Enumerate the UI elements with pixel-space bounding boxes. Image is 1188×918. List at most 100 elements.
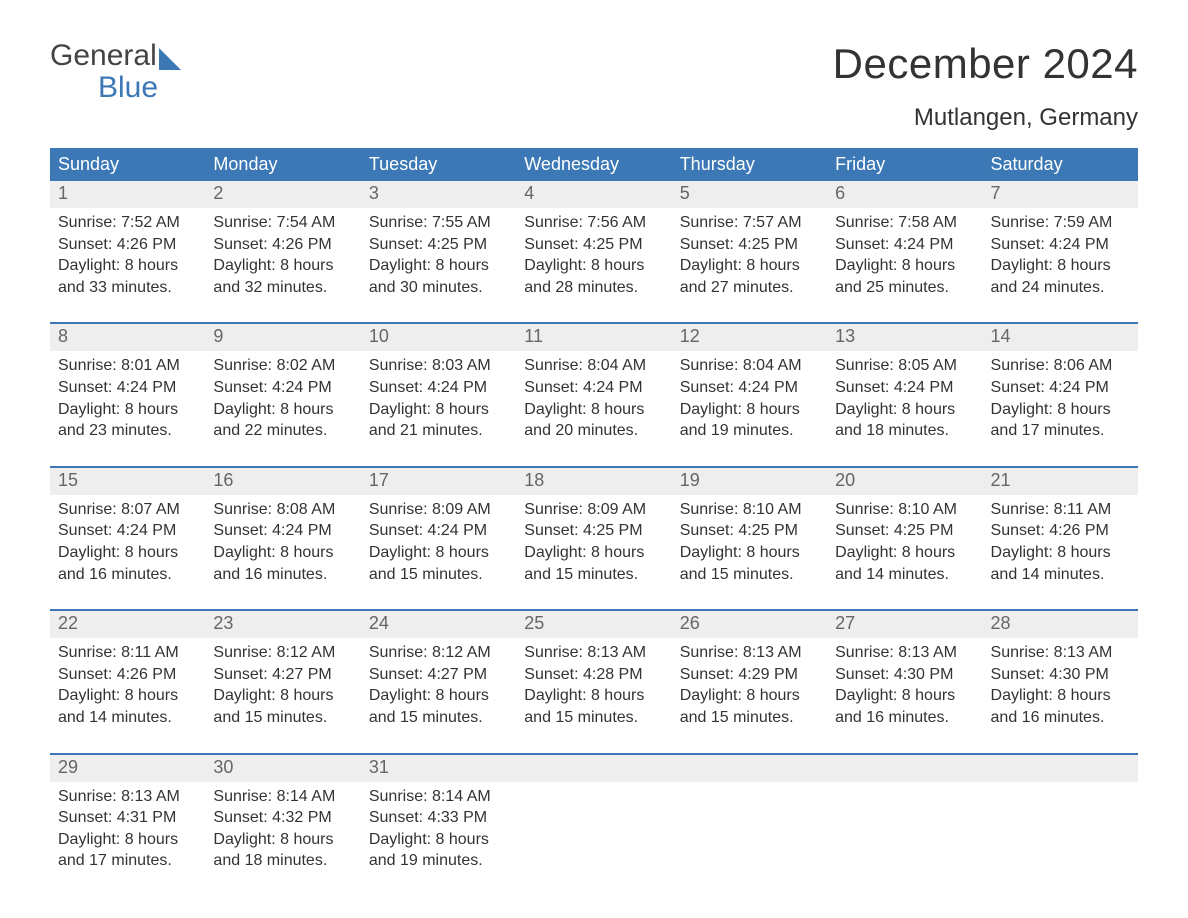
daylight-text: and 14 minutes. <box>58 707 197 729</box>
day-cell: Sunrise: 8:12 AMSunset: 4:27 PMDaylight:… <box>205 638 360 728</box>
sunset-text: Sunset: 4:25 PM <box>680 234 819 256</box>
sunset-text: Sunset: 4:27 PM <box>369 664 508 686</box>
day-number: 19 <box>672 468 827 495</box>
daylight-text: and 22 minutes. <box>213 420 352 442</box>
daylight-text: Daylight: 8 hours <box>835 685 974 707</box>
sunset-text: Sunset: 4:30 PM <box>835 664 974 686</box>
daylight-text: Daylight: 8 hours <box>991 542 1130 564</box>
day-cell: Sunrise: 8:13 AMSunset: 4:29 PMDaylight:… <box>672 638 827 728</box>
brand-logo: General Blue <box>50 40 181 103</box>
daylight-text: and 20 minutes. <box>524 420 663 442</box>
sunrise-text: Sunrise: 8:13 AM <box>991 642 1130 664</box>
daylight-text: Daylight: 8 hours <box>991 255 1130 277</box>
day-cell <box>983 782 1138 872</box>
day-number-row: 22232425262728 <box>50 611 1138 638</box>
daylight-text: Daylight: 8 hours <box>835 542 974 564</box>
sunrise-text: Sunrise: 7:56 AM <box>524 212 663 234</box>
day-number <box>516 755 671 782</box>
daylight-text: and 14 minutes. <box>991 564 1130 586</box>
daylight-text: and 15 minutes. <box>524 707 663 729</box>
page-header: General Blue December 2024 Mutlangen, Ge… <box>50 40 1138 140</box>
day-cell: Sunrise: 8:11 AMSunset: 4:26 PMDaylight:… <box>983 495 1138 585</box>
sunrise-text: Sunrise: 8:09 AM <box>369 499 508 521</box>
sunrise-text: Sunrise: 8:06 AM <box>991 355 1130 377</box>
brand-top-text: General <box>50 40 157 72</box>
daylight-text: and 16 minutes. <box>213 564 352 586</box>
day-number: 15 <box>50 468 205 495</box>
daylight-text: Daylight: 8 hours <box>369 255 508 277</box>
sunrise-text: Sunrise: 8:13 AM <box>680 642 819 664</box>
day-number: 5 <box>672 181 827 208</box>
sunset-text: Sunset: 4:27 PM <box>213 664 352 686</box>
weekday-header: Friday <box>827 148 982 181</box>
sunrise-text: Sunrise: 7:52 AM <box>58 212 197 234</box>
day-cell: Sunrise: 8:08 AMSunset: 4:24 PMDaylight:… <box>205 495 360 585</box>
day-cell: Sunrise: 8:03 AMSunset: 4:24 PMDaylight:… <box>361 351 516 441</box>
daylight-text: Daylight: 8 hours <box>524 685 663 707</box>
day-number: 18 <box>516 468 671 495</box>
day-cell <box>827 782 982 872</box>
sunrise-text: Sunrise: 8:12 AM <box>213 642 352 664</box>
sunrise-text: Sunrise: 8:07 AM <box>58 499 197 521</box>
daylight-text: Daylight: 8 hours <box>213 255 352 277</box>
daylight-text: Daylight: 8 hours <box>369 399 508 421</box>
sunrise-text: Sunrise: 8:14 AM <box>369 786 508 808</box>
day-cell: Sunrise: 8:02 AMSunset: 4:24 PMDaylight:… <box>205 351 360 441</box>
weekday-header: Wednesday <box>516 148 671 181</box>
sunrise-text: Sunrise: 8:13 AM <box>524 642 663 664</box>
sunrise-text: Sunrise: 8:04 AM <box>680 355 819 377</box>
day-number: 10 <box>361 324 516 351</box>
day-number: 24 <box>361 611 516 638</box>
day-cell: Sunrise: 8:09 AMSunset: 4:24 PMDaylight:… <box>361 495 516 585</box>
day-number: 29 <box>50 755 205 782</box>
daylight-text: and 33 minutes. <box>58 277 197 299</box>
sunset-text: Sunset: 4:25 PM <box>680 520 819 542</box>
sunset-text: Sunset: 4:24 PM <box>524 377 663 399</box>
sunset-text: Sunset: 4:25 PM <box>835 520 974 542</box>
day-cell: Sunrise: 8:05 AMSunset: 4:24 PMDaylight:… <box>827 351 982 441</box>
sunrise-text: Sunrise: 8:13 AM <box>835 642 974 664</box>
sunset-text: Sunset: 4:26 PM <box>58 234 197 256</box>
daylight-text: Daylight: 8 hours <box>680 685 819 707</box>
sunrise-text: Sunrise: 7:54 AM <box>213 212 352 234</box>
sunrise-text: Sunrise: 7:59 AM <box>991 212 1130 234</box>
day-number: 17 <box>361 468 516 495</box>
day-number: 26 <box>672 611 827 638</box>
day-cell: Sunrise: 8:10 AMSunset: 4:25 PMDaylight:… <box>827 495 982 585</box>
daylight-text: Daylight: 8 hours <box>369 685 508 707</box>
day-cell: Sunrise: 8:14 AMSunset: 4:33 PMDaylight:… <box>361 782 516 872</box>
week-row: 891011121314Sunrise: 8:01 AMSunset: 4:24… <box>50 322 1138 441</box>
day-number: 23 <box>205 611 360 638</box>
day-number-row: 293031 <box>50 755 1138 782</box>
day-cell: Sunrise: 8:04 AMSunset: 4:24 PMDaylight:… <box>672 351 827 441</box>
sunset-text: Sunset: 4:24 PM <box>58 520 197 542</box>
daylight-text: and 30 minutes. <box>369 277 508 299</box>
sunset-text: Sunset: 4:31 PM <box>58 807 197 829</box>
day-cell: Sunrise: 7:57 AMSunset: 4:25 PMDaylight:… <box>672 208 827 298</box>
daylight-text: and 15 minutes. <box>680 564 819 586</box>
sunset-text: Sunset: 4:25 PM <box>524 234 663 256</box>
day-cell: Sunrise: 7:54 AMSunset: 4:26 PMDaylight:… <box>205 208 360 298</box>
day-number: 20 <box>827 468 982 495</box>
day-content-row: Sunrise: 8:13 AMSunset: 4:31 PMDaylight:… <box>50 782 1138 872</box>
sunrise-text: Sunrise: 8:13 AM <box>58 786 197 808</box>
day-number: 7 <box>983 181 1138 208</box>
sunrise-text: Sunrise: 8:11 AM <box>58 642 197 664</box>
daylight-text: and 18 minutes. <box>835 420 974 442</box>
daylight-text: and 15 minutes. <box>524 564 663 586</box>
day-number: 31 <box>361 755 516 782</box>
daylight-text: Daylight: 8 hours <box>213 685 352 707</box>
daylight-text: and 19 minutes. <box>369 850 508 872</box>
daylight-text: and 32 minutes. <box>213 277 352 299</box>
daylight-text: Daylight: 8 hours <box>58 829 197 851</box>
sunset-text: Sunset: 4:25 PM <box>369 234 508 256</box>
daylight-text: Daylight: 8 hours <box>369 542 508 564</box>
sunset-text: Sunset: 4:24 PM <box>58 377 197 399</box>
day-content-row: Sunrise: 7:52 AMSunset: 4:26 PM Daylight:… <box>50 208 1138 298</box>
day-number: 1 <box>50 181 205 208</box>
day-number: 28 <box>983 611 1138 638</box>
location-text: Mutlangen, Germany <box>833 104 1138 132</box>
day-cell: Sunrise: 7:52 AMSunset: 4:26 PMDaylight:… <box>50 208 205 298</box>
daylight-text: and 14 minutes. <box>835 564 974 586</box>
sunset-text: Sunset: 4:26 PM <box>991 520 1130 542</box>
